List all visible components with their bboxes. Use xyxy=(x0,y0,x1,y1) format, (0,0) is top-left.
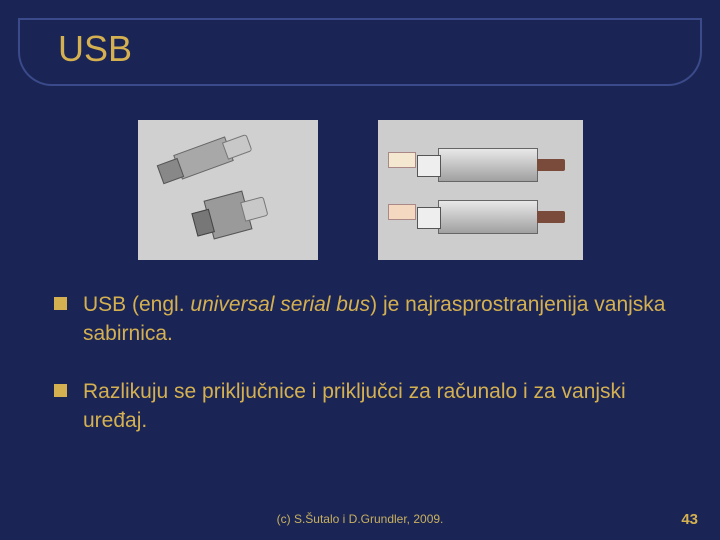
image-usb-plugs xyxy=(138,120,318,260)
text-italic: universal serial bus xyxy=(190,293,370,316)
port-label-icon xyxy=(388,152,416,168)
connector-plug-icon xyxy=(438,148,538,182)
list-item: Razlikuju se priključnice i priključci z… xyxy=(54,377,680,436)
text-segment: Razlikuju se priključnice i priključci z… xyxy=(83,380,626,432)
page-number: 43 xyxy=(681,511,698,528)
text-segment: USB (engl. xyxy=(83,293,190,316)
title-bar: USB xyxy=(18,18,702,86)
port-label-icon xyxy=(388,204,416,220)
footer-copyright: (c) S.Šutalo i D.Grundler, 2009. xyxy=(0,512,720,526)
slide: USB USB (engl. universal serial bus) je … xyxy=(0,0,720,540)
connector-plug-icon xyxy=(438,200,538,234)
slide-title: USB xyxy=(58,28,132,70)
list-item: USB (engl. universal serial bus) je najr… xyxy=(54,290,680,349)
bullet-text: Razlikuju se priključnice i priključci z… xyxy=(83,377,680,436)
bullet-square-icon xyxy=(54,297,67,310)
usb-type-b-icon xyxy=(203,191,252,240)
bullet-text: USB (engl. universal serial bus) je najr… xyxy=(83,290,680,349)
usb-type-a-icon xyxy=(173,136,234,179)
bullet-square-icon xyxy=(54,384,67,397)
image-usb-connectors xyxy=(378,120,583,260)
bullet-list: USB (engl. universal serial bus) je najr… xyxy=(54,290,680,464)
images-row xyxy=(0,120,720,260)
